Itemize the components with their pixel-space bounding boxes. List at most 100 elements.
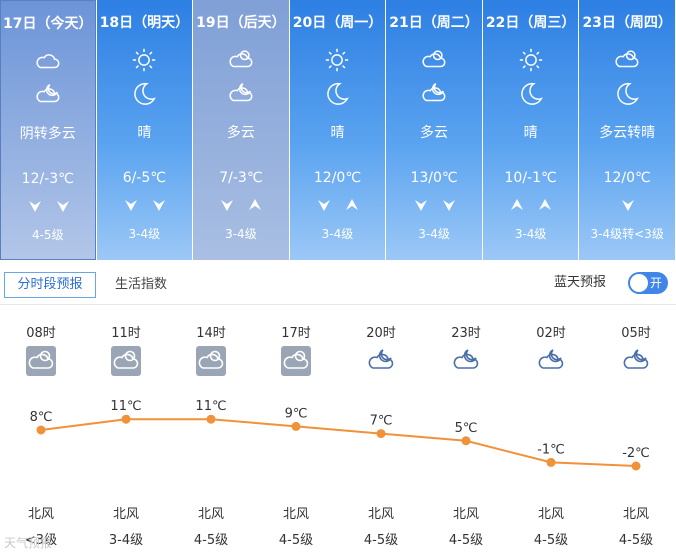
wind-down-arrow-icon: [219, 197, 235, 213]
wind-level: 4-5级: [618, 533, 654, 548]
sun-icon: [323, 46, 351, 74]
wind-direction: 北风: [112, 507, 139, 522]
cloudy-day-icon: [281, 346, 311, 376]
partly-cloudy-icon: [227, 46, 255, 74]
hour-label: 02时: [536, 326, 566, 341]
wind-level: <3级: [24, 533, 58, 548]
wind-arrows: [97, 197, 193, 215]
day-header: 19日（后天）: [196, 15, 286, 31]
temp-point: [376, 429, 386, 439]
temp-label: 8℃: [30, 410, 53, 425]
weather-desc: 多云: [226, 125, 255, 141]
weather-desc: 多云转晴: [599, 125, 656, 141]
moon-icon: [613, 80, 641, 108]
cloudy-day-icon: [111, 346, 141, 376]
weather-desc: 晴: [523, 125, 538, 141]
wind-level: 3-4级: [128, 227, 161, 241]
cloudy-day-icon: [196, 346, 226, 376]
day-header: 17日（今天）: [3, 16, 93, 32]
temp-range: 6/-5℃: [122, 170, 166, 186]
wind-down-arrow-icon: [151, 197, 167, 213]
temperature-line: [40, 418, 637, 467]
wind-direction: 北风: [197, 507, 224, 522]
hour-label: 20时: [366, 326, 396, 341]
day-header: 18日（明天）: [99, 15, 190, 31]
watermark: 天气预报: [4, 536, 53, 550]
hour-label: 14时: [196, 326, 226, 341]
temp-point: [121, 414, 131, 424]
partly-cloudy-night-icon: [420, 80, 448, 108]
partly-cloudy-night-icon: [536, 346, 566, 376]
wind-arrows: [386, 197, 482, 215]
divider: [0, 304, 676, 305]
temp-label: 11℃: [195, 399, 226, 414]
sun-icon: [517, 46, 545, 74]
wind-level: 4-5级: [448, 533, 484, 548]
wind-up-arrow-icon: [537, 197, 553, 213]
partly-cloudy-night-icon: [621, 346, 651, 376]
day-header: 20日（周一）: [292, 15, 383, 31]
wind-down-arrow-icon: [123, 197, 139, 213]
temp-range: 12/0℃: [603, 170, 651, 186]
tab-life-index[interactable]: 生活指数: [115, 277, 168, 292]
tab-bar: 分时段预报 生活指数 蓝天预报 开: [0, 268, 676, 302]
weather-desc: 晴: [330, 125, 345, 141]
wind-down-arrow-icon: [620, 197, 636, 213]
wind-down-arrow-icon: [413, 197, 429, 213]
day-column[interactable]: 21日（周二） 多云 13/0℃ 3-4级: [386, 0, 482, 260]
weather-desc: 阴转多云: [19, 126, 76, 142]
temp-point: [631, 461, 641, 471]
temp-point: [546, 457, 556, 467]
wind-level: 4-5级: [31, 228, 64, 242]
partly-cloudy-night-icon: [34, 81, 62, 109]
wind-level: 3-4级: [225, 227, 257, 241]
day-header: 22日（周三）: [485, 15, 576, 31]
partly-cloudy-icon: [613, 46, 641, 74]
partly-cloudy-night-icon: [451, 346, 481, 376]
wind-arrows: [1, 198, 95, 216]
wind-arrows: [579, 197, 675, 215]
day-column[interactable]: 22日（周三） 晴 10/-1℃ 3-4级: [482, 0, 579, 260]
wind-up-arrow-icon: [247, 197, 263, 213]
temp-range: 10/-1℃: [504, 170, 557, 186]
day-header: 21日（周二）: [389, 15, 479, 31]
blue-sky-forecast-label: 蓝天预报: [553, 275, 606, 290]
temp-range: 12/-3℃: [21, 171, 74, 187]
temp-range: 12/0℃: [313, 170, 362, 186]
hour-label: 17时: [281, 326, 311, 341]
wind-level: 3-4级: [514, 227, 547, 241]
wind-level: 4-5级: [278, 533, 314, 548]
day-column[interactable]: 18日（明天） 晴 6/-5℃ 3-4级: [96, 0, 193, 260]
partly-cloudy-night-icon: [227, 80, 255, 108]
temp-point: [206, 414, 216, 424]
wind-level: 3-4级转<3级: [590, 227, 664, 241]
day-header: 23日（周四）: [582, 15, 672, 31]
wind-arrows: [290, 197, 386, 215]
wind-level: 3-4级: [321, 227, 354, 241]
toggle-label: 开: [649, 276, 662, 290]
day-column[interactable]: 20日（周一） 晴 12/0℃ 3-4级: [289, 0, 386, 260]
wind-direction: 北风: [452, 507, 479, 522]
cloud-outline-icon: [34, 47, 62, 75]
tab-hourly-forecast[interactable]: 分时段预报: [4, 272, 96, 298]
wind-direction: 北风: [367, 507, 394, 522]
temp-label: -2℃: [622, 446, 650, 461]
moon-icon: [130, 80, 158, 108]
wind-level: 4-5级: [363, 533, 399, 548]
partly-cloudy-night-icon: [366, 346, 396, 376]
day-column[interactable]: 23日（周四） 多云转晴 12/0℃ 3-4级转<3级: [579, 0, 675, 260]
wind-down-arrow-icon: [441, 197, 457, 213]
temp-point: [36, 425, 46, 435]
day-column[interactable]: 17日（今天） 阴转多云 12/-3℃ 4-5级: [0, 0, 96, 260]
hour-label: 08时: [26, 326, 56, 341]
wind-level: 4-5级: [193, 533, 229, 548]
day-column[interactable]: 19日（后天） 多云 7/-3℃ 3-4级: [193, 0, 289, 260]
blue-sky-toggle[interactable]: 开: [628, 272, 668, 294]
cloudy-day-icon: [26, 346, 56, 376]
hour-label: 23时: [451, 326, 481, 341]
wind-arrows: [193, 197, 289, 215]
hour-label: 11时: [111, 326, 141, 341]
partly-cloudy-icon: [420, 46, 448, 74]
wind-down-arrow-icon: [55, 198, 71, 214]
wind-level: 3-4级: [418, 227, 450, 241]
